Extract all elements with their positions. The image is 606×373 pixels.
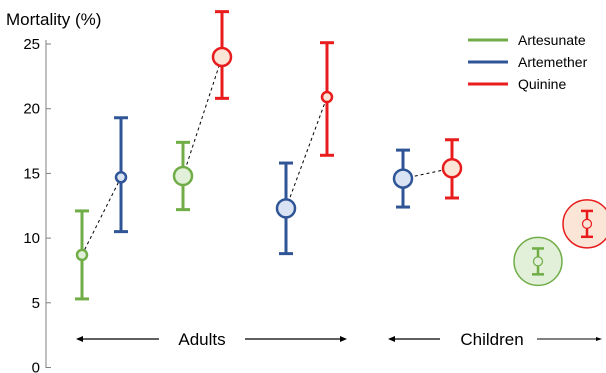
- legend-label-quinine: Quinine: [518, 76, 566, 92]
- y-tick-label: 20: [23, 101, 40, 118]
- y-tick-label: 10: [23, 230, 40, 247]
- point-marker: [532, 256, 544, 267]
- point-marker: [441, 157, 463, 179]
- y-axis-ticks: 0 5 10 15 20 25: [23, 36, 51, 373]
- legend-item-artesunate: Artesunate: [468, 32, 586, 48]
- point-marker: [581, 218, 593, 229]
- group-label-adults: Adults: [178, 330, 225, 349]
- adults-range-arrows: [76, 336, 347, 342]
- data-point-artemether: [275, 161, 297, 256]
- data-point-quinine: [441, 138, 463, 200]
- data-point-artemether: [114, 116, 128, 234]
- point-marker: [392, 168, 414, 189]
- data-points: [75, 10, 606, 301]
- connector-line: [81, 177, 122, 256]
- legend-label-artesunate: Artesunate: [518, 32, 586, 48]
- data-point-artesunate: [75, 209, 89, 301]
- connector-line: [182, 56, 223, 177]
- point-marker: [275, 198, 297, 219]
- data-point-quinine: [211, 10, 233, 100]
- data-point-quinine: [320, 41, 334, 157]
- legend: Artesunate Artemether Quinine: [468, 32, 588, 92]
- children-range-arrows: [388, 336, 602, 342]
- y-axis-title: Mortality (%): [6, 10, 101, 29]
- connector-lines: [81, 56, 453, 256]
- legend-item-quinine: Quinine: [468, 76, 566, 92]
- y-tick-label: 5: [32, 295, 40, 312]
- y-tick-label: 15: [23, 165, 40, 182]
- data-point-artesunate: [513, 236, 563, 287]
- group-label-children: Children: [460, 330, 523, 349]
- y-tick-label: 0: [32, 360, 40, 373]
- point-marker: [172, 165, 194, 187]
- point-marker: [320, 90, 334, 104]
- y-tick-label: 25: [23, 36, 40, 53]
- data-point-artesunate: [172, 140, 194, 212]
- data-point-quinine: [562, 199, 606, 249]
- point-marker: [114, 171, 128, 184]
- data-point-artemether: [392, 148, 414, 209]
- point-marker: [211, 46, 233, 68]
- point-marker: [75, 248, 89, 262]
- legend-label-artemether: Artemether: [518, 54, 588, 70]
- legend-item-artemether: Artemether: [468, 54, 588, 70]
- connector-line: [285, 96, 328, 209]
